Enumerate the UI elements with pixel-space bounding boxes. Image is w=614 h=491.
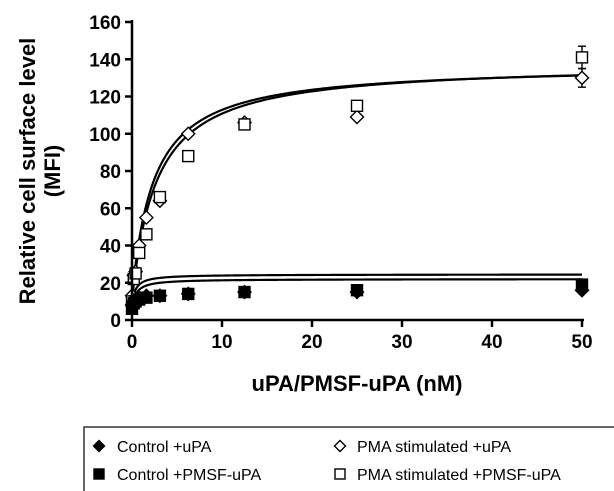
data-point [349,109,365,125]
y-tick-label: 60 [100,199,121,220]
x-tick-label: 30 [391,332,412,353]
legend-label: Control +uPA [117,439,212,456]
y-tick-label: 100 [89,125,121,146]
data-point [138,210,154,226]
data-point [575,278,589,291]
legend: Control +uPA PMA stimulated +uPA Control +… [83,426,614,491]
data-point [182,287,195,301]
y-tick-label: 140 [89,50,121,71]
data-point [129,267,142,280]
y-tick-label: 120 [89,88,121,109]
y-axis-label-line: (MFI) [40,145,65,198]
data-point [182,149,195,163]
data-point [132,246,146,260]
x-tick-label: 0 [127,332,138,353]
data-point [140,228,153,241]
x-tick-label: 40 [481,332,502,353]
y-tick-label: 160 [89,13,121,34]
data-point [350,284,364,297]
y-tick-label: 40 [100,237,121,258]
y-axis-label: Relative cell surface level (MFI) [15,38,65,305]
data-point [238,118,251,131]
legend-marker [333,439,347,453]
x-axis-ticks: 0 10 20 30 40 50 [127,320,593,353]
y-axis-label-line: Relative cell surface level [15,38,40,305]
x-tick-label: 20 [301,332,322,353]
legend-label: PMA stimulated +uPA [357,439,511,456]
data-point [153,289,167,302]
data-point [574,70,590,86]
legend-label: PMA stimulated +PMSF-uPA [357,467,561,484]
y-axis-ticks: 0 20 40 60 80 100 120 140 160 [89,13,132,332]
x-tick-label: 50 [571,332,592,353]
legend-marker [334,468,346,480]
y-tick-label: 80 [100,162,121,183]
x-tick-label: 10 [211,332,232,353]
fit-curve [130,278,582,309]
data-point [180,126,196,142]
y-tick-label: 20 [100,274,121,295]
data-point [140,291,153,304]
data-point [350,99,364,113]
y-tick-label: 0 [110,311,121,332]
legend-marker [92,439,106,453]
x-axis-label: uPA/PMSF-uPA (nM) [252,371,463,396]
legend-box [83,426,614,491]
data-point [238,285,251,299]
data-point [153,190,167,204]
data-point [575,51,589,64]
legend-marker [93,468,105,480]
legend-label: Control +PMSF-uPA [117,467,262,484]
fit-curve [130,273,582,306]
